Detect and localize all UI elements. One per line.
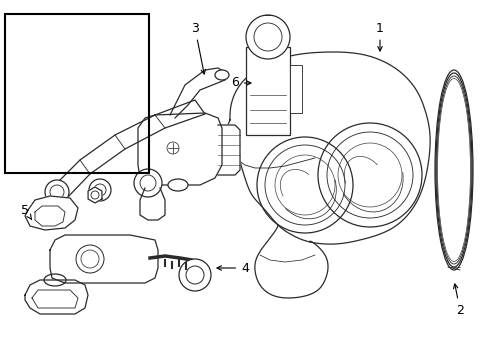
Bar <box>289 65 302 113</box>
Polygon shape <box>55 100 204 200</box>
Polygon shape <box>170 68 224 118</box>
Circle shape <box>45 180 69 204</box>
Ellipse shape <box>44 274 66 286</box>
Bar <box>5 14 149 173</box>
Circle shape <box>89 179 111 201</box>
Polygon shape <box>88 187 102 203</box>
Bar <box>245 47 289 135</box>
Polygon shape <box>138 113 222 185</box>
Polygon shape <box>218 125 240 175</box>
Text: 1: 1 <box>375 22 383 51</box>
Ellipse shape <box>168 179 187 191</box>
Text: 2: 2 <box>452 284 463 316</box>
Polygon shape <box>50 235 158 283</box>
Ellipse shape <box>215 70 228 80</box>
Text: 6: 6 <box>231 77 250 90</box>
Polygon shape <box>25 196 78 230</box>
Circle shape <box>179 259 210 291</box>
Circle shape <box>134 169 162 197</box>
Text: 5: 5 <box>21 203 32 219</box>
Polygon shape <box>25 280 88 314</box>
Text: 3: 3 <box>191 22 205 74</box>
Text: 7: 7 <box>0 359 1 360</box>
Polygon shape <box>140 188 164 220</box>
Circle shape <box>245 15 289 59</box>
Text: 4: 4 <box>217 261 248 274</box>
